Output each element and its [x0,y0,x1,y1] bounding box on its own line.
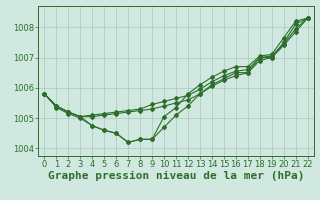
X-axis label: Graphe pression niveau de la mer (hPa): Graphe pression niveau de la mer (hPa) [48,171,304,181]
